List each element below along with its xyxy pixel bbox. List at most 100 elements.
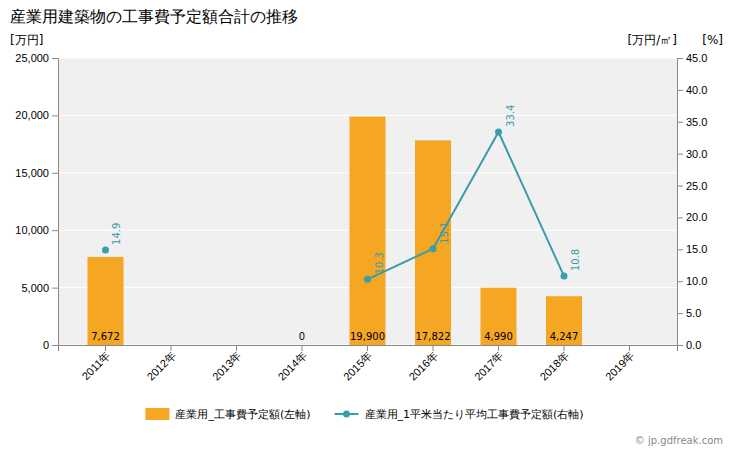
tick-label: 2017年 [472,349,506,383]
line-label: 10.8 [570,249,581,271]
bar-label: 4,247 [550,331,579,342]
bar-label: 17,822 [416,331,451,342]
tick-label: 25.0 [686,180,707,192]
tick: 25.0 [677,180,707,192]
tick: 0.0 [677,339,701,351]
tick-label: 2018年 [537,349,571,383]
tick-mark [52,345,58,346]
tick-mark [52,58,58,59]
bar-label: 19,900 [350,331,385,342]
tick: 20.0 [677,211,707,223]
tick-mark [677,122,683,123]
legend-item: 産業用_工事費予定額(左軸) [145,408,310,421]
bar [349,117,385,345]
tick-label: 15,000 [15,167,49,179]
tick-mark [236,345,237,351]
tick-mark [170,345,171,351]
tick-label: 35.0 [686,116,707,128]
annotation: [%] [702,33,723,47]
y-axis: 05,00010,00015,00020,00025,000 [15,52,58,351]
tick-mark [301,345,302,351]
chart: 7,672019,90017,8224,9904,24714.910.315.1… [0,0,729,450]
tick: 2013年 [210,345,244,383]
tick: 2019年 [603,345,637,383]
tick-mark [677,313,683,314]
bar [480,288,516,345]
tick-mark [105,345,106,351]
title: 産業用建築物の工事費予定額合計の推移 [10,7,298,26]
tick-label: 10,000 [15,224,49,236]
legend-item: 産業用_1平米当たり平均工事費予定額(右軸) [335,408,584,421]
line [105,132,564,279]
tick-label: 5,000 [21,282,49,294]
line-series [102,128,568,282]
legend-label: 産業用_工事費予定額(左軸) [175,408,310,421]
tick-label: 2012年 [144,349,178,383]
line-label: 33.4 [505,105,516,127]
legend-label: 産業用_1平米当たり平均工事費予定額(右軸) [365,408,584,421]
point [102,246,109,253]
bar [546,296,582,345]
tick-label: 0.0 [686,339,701,351]
tick-mark [52,173,58,174]
tick-mark [677,58,683,59]
tick: 5.0 [677,307,701,319]
tick-mark [367,345,368,351]
y2-axis-label: [万円/㎡] [628,33,677,47]
tick-label: 0 [43,339,49,351]
legend: 産業用_工事費予定額(左軸) 産業用_1平米当たり平均工事費予定額(右軸) [145,408,583,421]
bar [415,140,451,345]
tick-label: 2013年 [210,349,244,383]
axis-line [52,59,59,346]
tick: 2015年 [341,345,375,383]
tick-mark [52,288,58,289]
tick-label: 2019年 [603,349,637,383]
tick-mark [677,186,683,187]
tick-label: 2016年 [406,349,440,383]
tick-mark [52,230,58,231]
point [364,276,371,283]
tick-label: 40.0 [686,84,707,96]
tick-label: 25,000 [15,52,49,64]
tick-mark [629,345,630,351]
point [430,245,437,252]
annotation: © jp.gdfreak.com [635,435,723,446]
tick: 10,000 [15,224,58,236]
tick-mark [677,90,683,91]
tick: 10.0 [677,275,707,287]
tick-mark [677,217,683,218]
tick-mark [677,281,683,282]
bar-label: 0 [299,331,305,342]
axis-line [59,346,678,352]
tick-label: 2014年 [275,349,309,383]
point [561,273,568,280]
tick-label: 10.0 [686,275,707,287]
plot-area [87,117,582,345]
line-label: 10.3 [374,252,385,274]
data-labels: 7,672019,90017,8224,9904,24714.910.315.1… [91,105,581,342]
legend-swatch [145,408,169,420]
line-label: 14.9 [111,223,122,245]
tick-mark [677,249,683,250]
tick-mark [564,345,565,351]
tick: 30.0 [677,148,707,160]
grid-line [58,58,677,59]
tick: 45.0 [677,52,707,64]
bar-label: 7,672 [91,331,120,342]
tick-label: 45.0 [686,52,707,64]
tick: 0 [43,339,58,351]
tick: 25,000 [15,52,58,64]
tick: 15,000 [15,167,58,179]
tick: 15.0 [677,243,707,255]
tick: 2018年 [537,345,571,383]
tick-label: 20.0 [686,211,707,223]
point [495,128,502,135]
line-label: 15.1 [439,221,450,243]
y2-axis: 0.0 5.0 10.0 15.0 20.0 25.0 30.0 35.0 40.0 45.0 [677,52,707,351]
tick-label: 5.0 [686,307,701,319]
axis-line [678,59,684,346]
grid-line [58,115,677,116]
tick-label: 2011年 [79,349,112,382]
tick-label: 15.0 [686,243,707,255]
tick: 35.0 [677,116,707,128]
